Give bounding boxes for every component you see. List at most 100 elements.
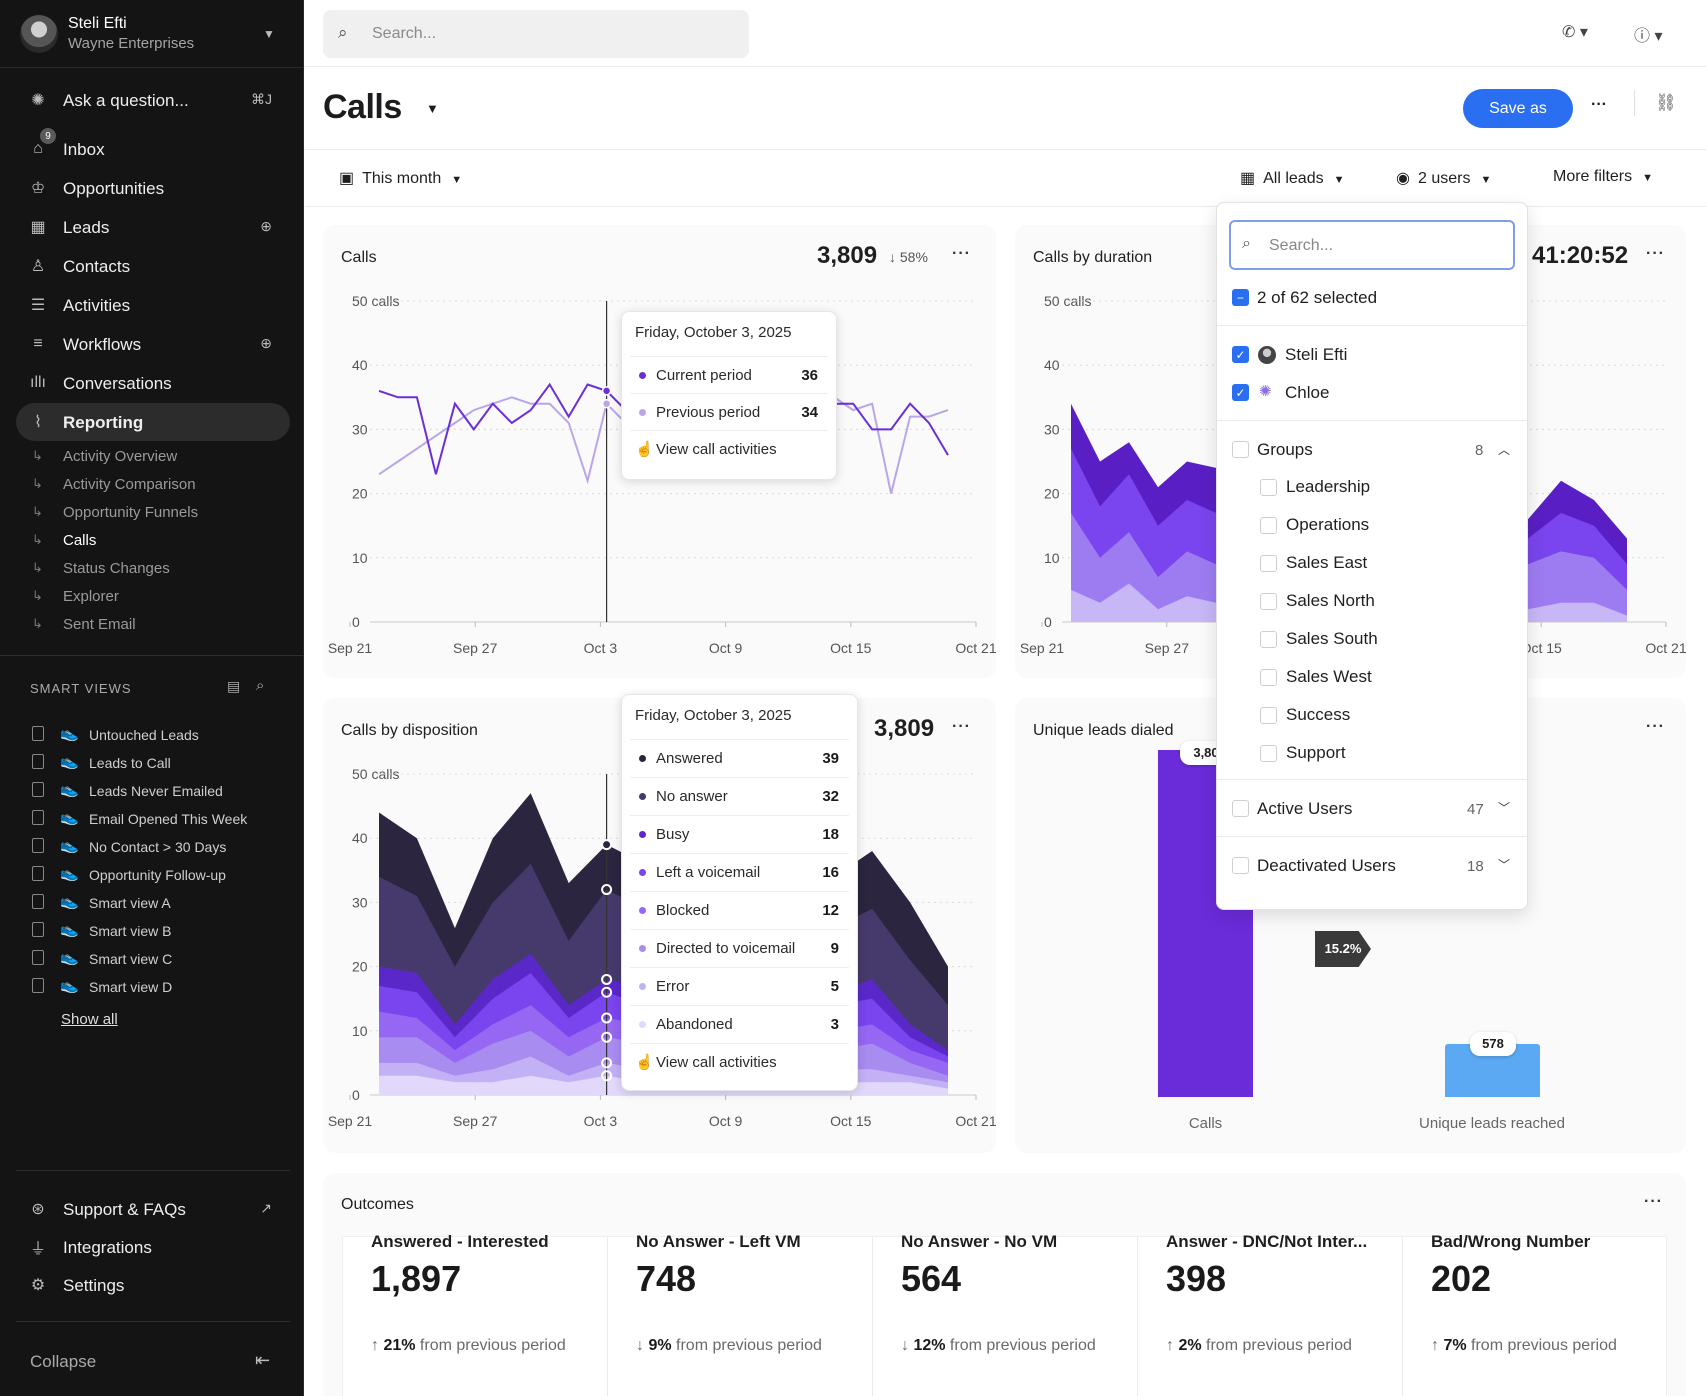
search-icon[interactable]: ⌕ [256, 677, 265, 694]
sidebar-item-settings[interactable]: ⚙ Settings [16, 1266, 290, 1304]
show-all-link[interactable]: Show all [61, 1011, 118, 1028]
sidebar-item-workflows[interactable]: ≡ Workflows ⊕ [16, 325, 290, 363]
sidebar-item-inbox[interactable]: ⌂ 9 Inbox [16, 128, 290, 168]
y-tick-label: 10 [1044, 550, 1060, 566]
page-title[interactable]: Calls [323, 88, 402, 126]
more-icon[interactable]: ··· [1644, 1193, 1663, 1210]
search-input[interactable]: ⌕ Search... [323, 10, 749, 58]
tooltip-value: 34 [801, 404, 818, 421]
group-checkbox[interactable] [1232, 800, 1249, 817]
hover-point [601, 398, 612, 409]
smart-view-label: Email Opened This Week [89, 811, 248, 827]
group-item-label[interactable]: Sales West [1286, 667, 1372, 686]
group-item-checkbox[interactable] [1260, 479, 1277, 496]
shoe-icon: 👟 [60, 753, 79, 770]
tooltip-row: Directed to voicemail 9 [630, 929, 849, 966]
shoe-icon: 👟 [60, 725, 79, 742]
sidebar-item-conversations[interactable]: ıllı Conversations [16, 364, 290, 402]
more-filters[interactable]: More filters ▼ [1553, 168, 1653, 186]
delta-suffix: from previous period [671, 1337, 822, 1354]
user-name[interactable]: Chloe [1285, 383, 1330, 402]
active-users-label[interactable]: Active Users [1257, 799, 1353, 818]
add-circle-icon[interactable]: ⊕ [260, 335, 272, 351]
delta-suffix: from previous period [415, 1337, 566, 1354]
view-call-activities-link[interactable]: ☝ View call activities [630, 1043, 849, 1080]
sidebar-item-integrations[interactable]: ⏚ Integrations [16, 1228, 290, 1266]
more-icon[interactable]: ··· [1591, 96, 1607, 113]
sidebar-item-activities[interactable]: ☰ Activities [16, 286, 290, 324]
subitem-arrow-icon: ↳ [32, 532, 43, 547]
view-call-activities-link[interactable]: ☝ View call activities [630, 430, 828, 467]
phone-icon[interactable]: ✆ ▾ [1562, 24, 1588, 41]
link-icon[interactable]: ⛓ [1655, 93, 1677, 112]
add-circle-icon[interactable]: ⊕ [260, 218, 272, 234]
users-filter[interactable]: ◉ 2 users ▼ [1396, 168, 1491, 188]
chevron-down-icon[interactable]: ﹀ [1498, 858, 1511, 872]
user-switcher[interactable]: Steli Efti Wayne Enterprises ▼ [0, 0, 304, 68]
person-icon: ♙ [30, 258, 46, 275]
tooltip-value: 32 [822, 788, 839, 805]
more-icon[interactable]: ··· [1646, 718, 1665, 735]
select-all-checkbox[interactable]: − [1232, 289, 1249, 306]
divider [16, 1321, 290, 1322]
group-checkbox[interactable] [1232, 441, 1249, 458]
date-filter[interactable]: ▣ This month ▼ [339, 168, 462, 188]
group-item-label[interactable]: Sales North [1286, 591, 1375, 610]
collapse-button[interactable]: Collapse [30, 1352, 97, 1371]
sidebar-item-opportunities[interactable]: ♔ Opportunities [16, 169, 290, 207]
user-checkbox[interactable]: ✓ [1232, 346, 1249, 363]
more-icon[interactable]: ··· [952, 718, 971, 735]
group-item-label[interactable]: Leadership [1286, 477, 1371, 496]
help-icon[interactable]: ⓘ ▾ [1634, 28, 1663, 45]
table-icon[interactable]: ▤ [227, 678, 241, 694]
tooltip-label: Current period [656, 367, 752, 384]
group-item-checkbox[interactable] [1260, 517, 1277, 534]
chevron-down-icon[interactable]: ﹀ [1498, 801, 1511, 815]
group-item-checkbox[interactable] [1260, 555, 1277, 572]
series-dot [639, 831, 646, 838]
bar-label: Calls [1188, 1115, 1223, 1132]
leads-filter[interactable]: ▦ All leads ▼ [1240, 168, 1345, 188]
chevron-down-icon[interactable]: ▼ [426, 101, 439, 116]
group-item-checkbox[interactable] [1260, 631, 1277, 648]
more-icon[interactable]: ··· [1646, 245, 1665, 262]
sidebar-label: Integrations [63, 1238, 152, 1257]
group-item-label[interactable]: Success [1286, 705, 1351, 724]
save-as-button[interactable]: Save as [1463, 89, 1573, 128]
sidebar-item-reporting[interactable]: ⌇ Reporting [16, 403, 290, 441]
sidebar-item-support[interactable]: ⊛ Support & FAQs ↗ [16, 1190, 290, 1228]
deactivated-users-label[interactable]: Deactivated Users [1257, 856, 1396, 875]
outcome-label: Answer - DNC/Not Inter... [1166, 1232, 1368, 1251]
group-item-checkbox[interactable] [1260, 593, 1277, 610]
list-icon: ☰ [30, 297, 46, 314]
external-link-icon: ↗ [260, 1200, 272, 1216]
calls-line-chart[interactable]: 50 calls 40 30 20 10 0 Sep 21 Sep 27 Oct 3 Oct 9 O… [323, 225, 996, 678]
delta-arrow-icon: ↑ [371, 1337, 379, 1354]
sidebar-label: Leads [63, 218, 110, 237]
tooltip-row: Error 5 [630, 967, 849, 1004]
group-item-checkbox[interactable] [1260, 707, 1277, 724]
more-filters-label: More filters [1553, 168, 1633, 185]
group-item-label[interactable]: Support [1286, 743, 1346, 762]
group-item-label[interactable]: Sales East [1286, 553, 1368, 572]
group-item-label[interactable]: Operations [1286, 515, 1370, 534]
tooltip-value: 3 [830, 1016, 839, 1033]
sidebar-item-leads[interactable]: ▦ Leads ⊕ [16, 208, 290, 246]
group-item-checkbox[interactable] [1260, 745, 1277, 762]
sidebar: Steli Efti Wayne Enterprises ▼ ✺ Ask a q… [0, 0, 304, 1396]
group-checkbox[interactable] [1232, 857, 1249, 874]
outcomes-grid [342, 1236, 1667, 1396]
group-item-checkbox[interactable] [1260, 669, 1277, 686]
sidebar-item-contacts[interactable]: ♙ Contacts [16, 247, 290, 285]
leads-filter-label: All leads [1263, 170, 1324, 187]
more-icon[interactable]: ··· [952, 245, 971, 262]
avatar [1258, 346, 1276, 364]
user-checkbox[interactable]: ✓ [1232, 384, 1249, 401]
ask-question-button[interactable]: ✺ Ask a question... ⌘J [16, 81, 290, 119]
chevron-up-icon[interactable]: ︿ [1498, 443, 1511, 457]
group-item-label[interactable]: Sales South [1286, 629, 1378, 648]
groups-label[interactable]: Groups [1257, 440, 1313, 459]
dropdown-search-input[interactable]: ⌕ Search... [1229, 220, 1515, 270]
user-name[interactable]: Steli Efti [1285, 345, 1348, 364]
collapse-icon[interactable]: ⇤ [255, 1350, 271, 1370]
